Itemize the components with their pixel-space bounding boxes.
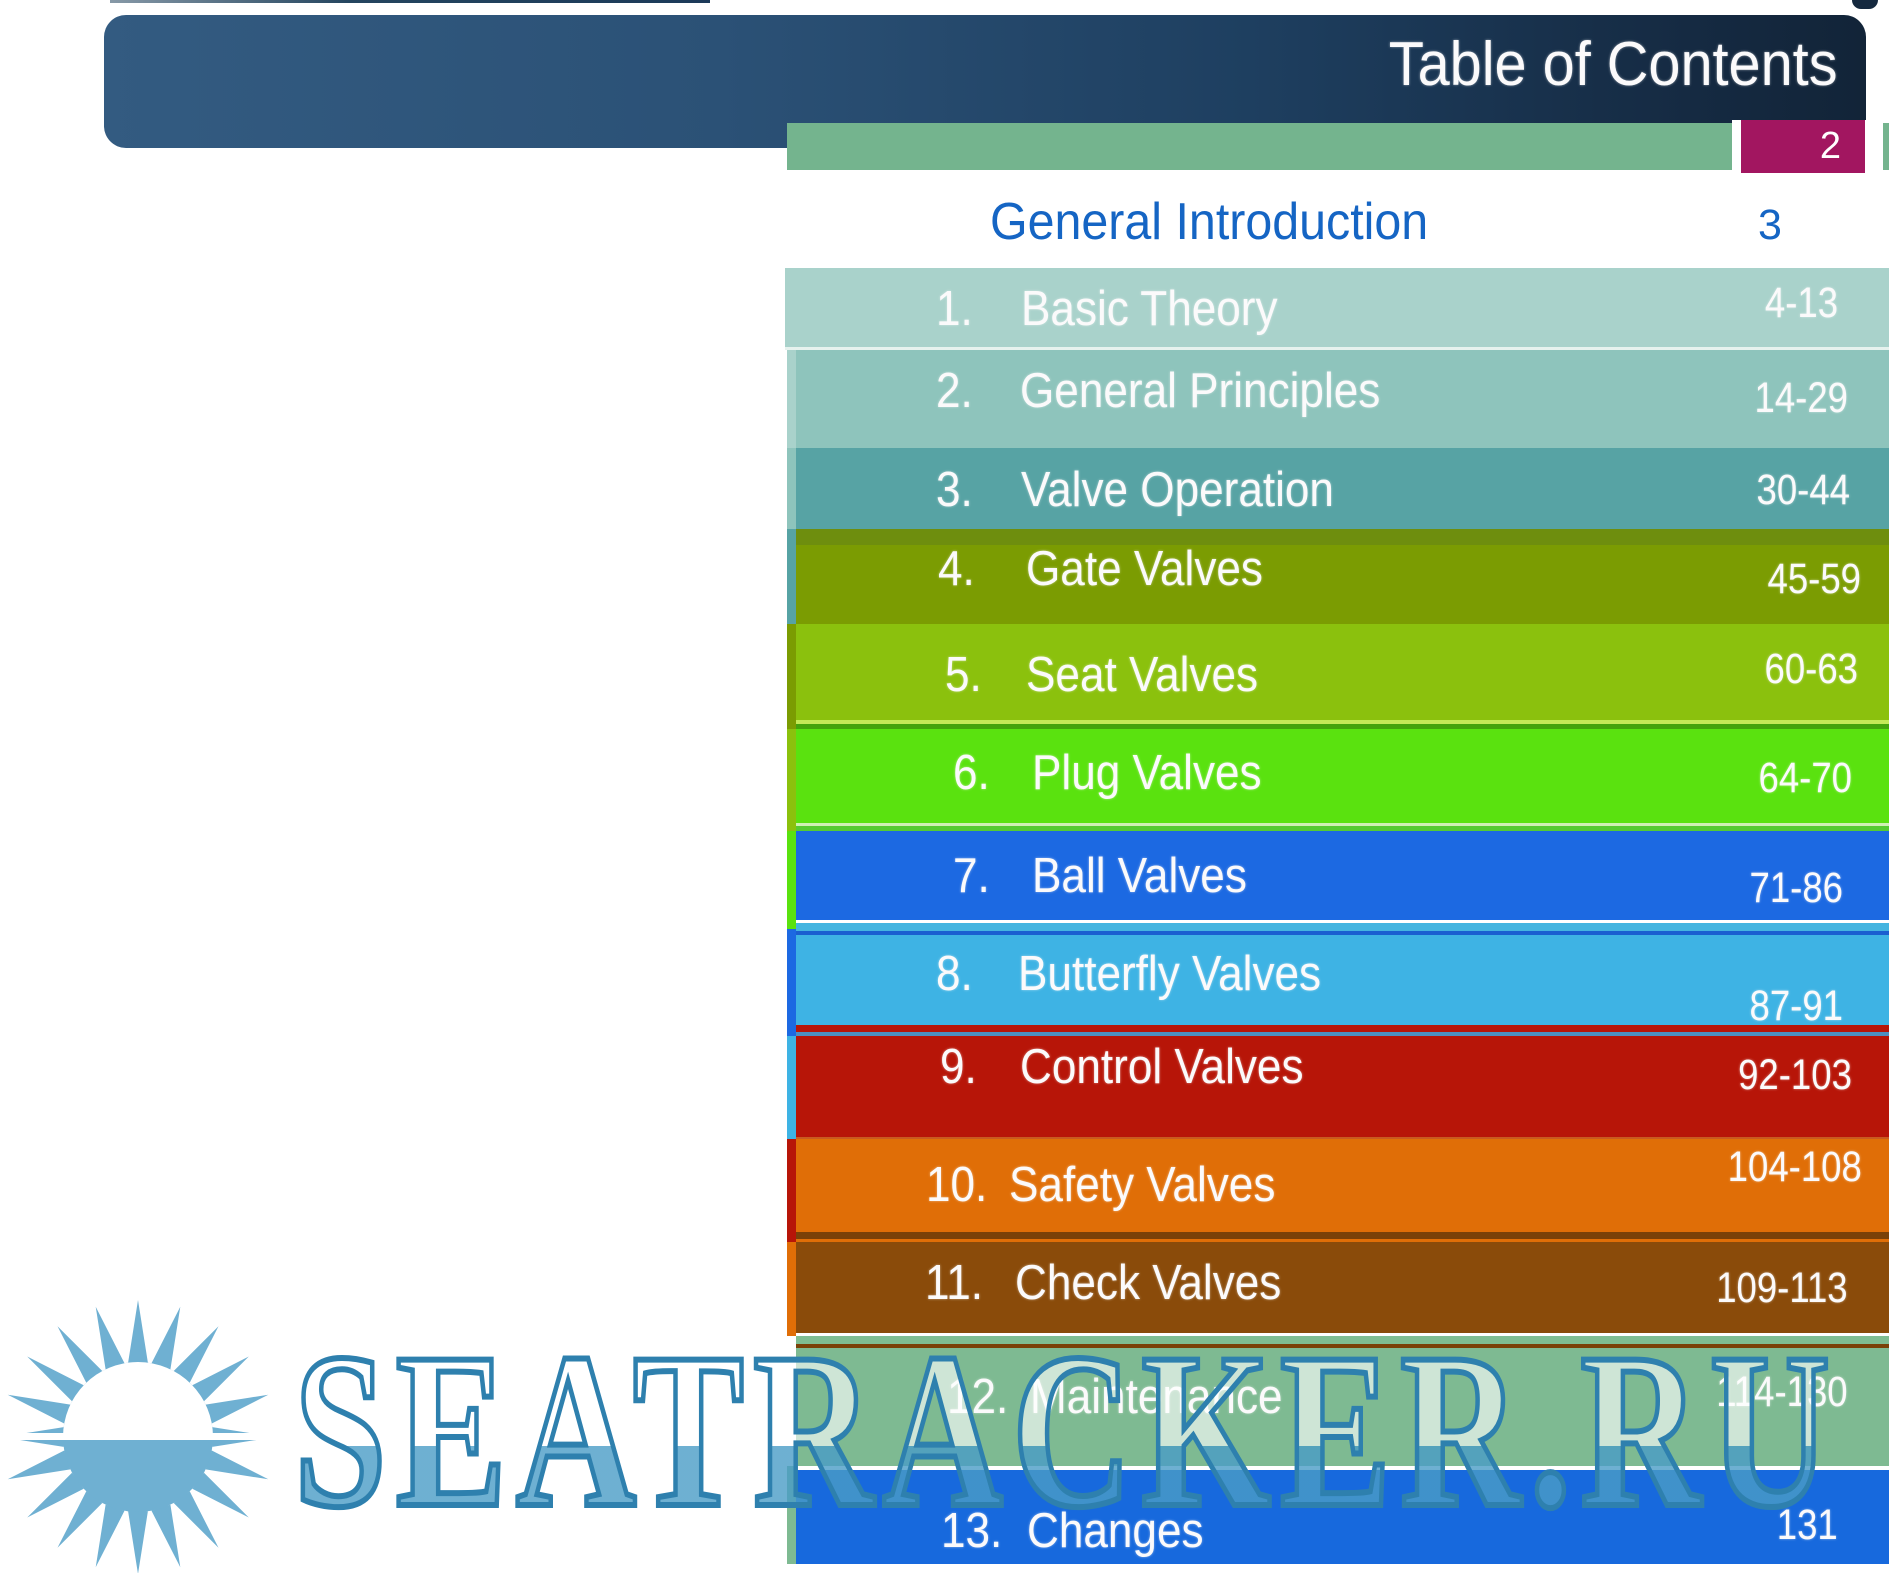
svg-text:SEATRACKER.RU: SEATRACKER.RU bbox=[294, 1308, 1839, 1554]
